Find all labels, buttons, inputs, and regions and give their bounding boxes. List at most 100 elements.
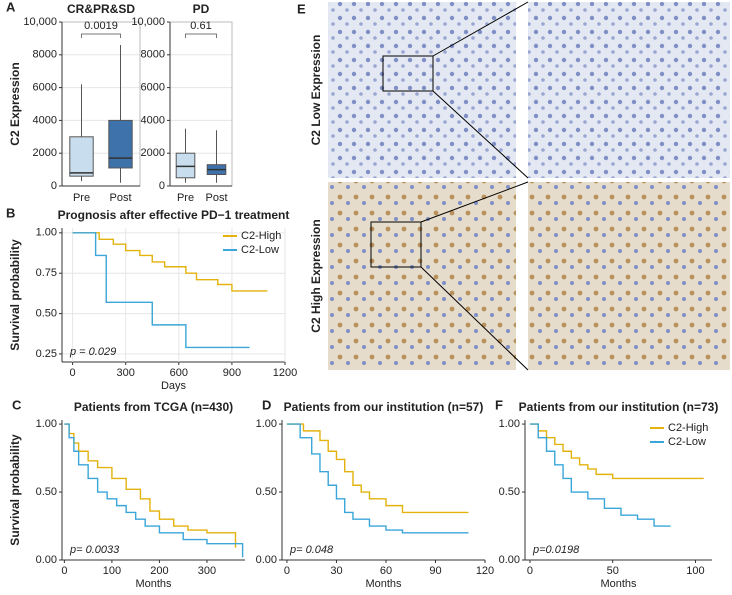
legend-label: C2-Low [241,244,279,256]
x-tick-label: 0 [61,565,67,577]
y-tick-label: 4000 [141,114,165,126]
x-tick-label: 1200 [273,367,297,379]
legend-label: C2-High [668,422,708,434]
x-tick-label: Post [109,192,131,204]
box [69,136,94,177]
survival-curve [286,423,469,534]
x-tick-label: 90 [429,565,441,577]
p-annotation: p= 0.0033 [69,544,120,556]
label-strip [306,2,328,178]
y-tick-label: 8000 [33,49,57,61]
y-tick-label: 0.50 [36,307,57,319]
y-tick-label: 6000 [141,82,165,94]
chart-title: PD [193,2,210,16]
legend-label: C2-High [241,230,281,242]
plot-frame [62,420,245,560]
p-annotation: p= 0.048 [289,544,334,556]
y-tick-label: 8000 [141,49,165,61]
x-tick-label: 100 [686,565,704,577]
x-tick-label: 120 [476,565,494,577]
legend-label: C2-Low [668,436,706,448]
p-annotation: p = 0.029 [69,346,116,358]
panel-letter: B [6,205,15,220]
p-bracket [185,33,217,38]
p-annotation: p=0.0198 [532,544,580,556]
micrograph [306,2,516,178]
y-tick-label: 0.00 [499,554,520,566]
micrograph [528,182,730,370]
y-tick-label: 2000 [141,147,165,159]
x-tick-label: 0 [527,565,533,577]
x-axis-label: Months [135,578,172,590]
chart-title: Patients from TCGA (n=430) [74,400,233,414]
chart-title: Patients from our institution (n=73) [519,400,719,414]
survival-curve [72,232,250,349]
panel-letter: E [297,1,306,16]
survival-curve [64,423,244,558]
y-tick-label: 0.00 [36,554,57,566]
x-axis-label: Months [600,578,637,590]
micrograph [528,2,730,178]
x-tick-label: 0 [70,367,76,379]
y-tick-label: 2000 [33,147,57,159]
plot-frame [282,420,485,560]
y-tick-label: 0.50 [499,486,520,498]
panel-letter: C [12,397,22,412]
y-tick-label: 0.75 [36,267,57,279]
y-axis-label: C2 Expression [8,62,22,145]
x-tick-label: 200 [150,565,168,577]
y-tick-label: 1.00 [36,418,57,430]
x-tick-label: 300 [117,367,135,379]
micrograph [306,182,516,370]
inset-box [382,55,434,92]
panel-letter: A [6,0,16,14]
y-tick-label: 0.50 [256,486,277,498]
x-tick-label: 300 [198,565,216,577]
y-tick-label: 0 [51,180,57,192]
image-panel: C2 Low Expression C2 High Expression E [297,1,730,371]
y-tick-label: 10,000 [131,16,165,28]
y-tick-label: 1.00 [256,418,277,430]
y-tick-label: 6000 [33,82,57,94]
survival-curve [286,423,469,514]
box [175,152,196,179]
y-tick-label: 0.00 [256,554,277,566]
image-label: C2 Low Expression [309,35,323,146]
x-tick-label: Pre [177,192,194,204]
p-value: 0.61 [190,20,211,32]
chart-title: Prognosis after effective PD−1 treatment [58,208,290,222]
x-tick-label: 60 [380,565,392,577]
x-tick-label: 30 [330,565,342,577]
panel-letter: D [262,397,271,412]
y-tick-label: 0.50 [36,486,57,498]
inset-link [420,1,529,371]
x-axis-label: Days [161,380,187,392]
box [108,119,133,169]
inset-box [370,221,422,268]
survival-curve [72,232,268,292]
y-tick-label: 1.00 [499,418,520,430]
x-tick-label: 50 [607,565,619,577]
chart-title: CR&PR&SD [67,2,135,16]
x-tick-label: Pre [73,192,90,204]
y-tick-label: 10,000 [23,16,57,28]
y-axis-label: Survival probability [8,434,22,546]
x-tick-label: Post [205,192,227,204]
survival-curve [529,423,704,480]
y-tick-label: 0 [159,180,165,192]
y-axis-label: Survival probability [8,239,22,351]
p-bracket [81,33,121,38]
panel-letter: F [495,397,503,412]
x-tick-label: 100 [103,565,121,577]
x-tick-label: 0 [284,565,290,577]
x-axis-label: Months [365,578,402,590]
label-strip [306,182,328,370]
y-tick-label: 0.25 [36,348,57,360]
image-label: C2 High Expression [309,219,323,332]
x-tick-label: 900 [223,367,241,379]
p-value: 0.0019 [84,20,118,32]
survival-curve [529,423,671,527]
y-tick-label: 1.00 [36,227,57,239]
survival-curve [64,423,237,548]
